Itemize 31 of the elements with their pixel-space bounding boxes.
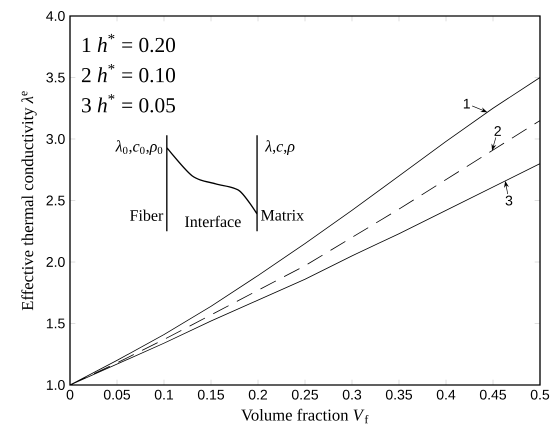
x-tick-label: 0.3 <box>342 390 362 400</box>
y-tick-label: 3.0 <box>46 134 65 144</box>
annotation: λ,c,ρ <box>264 140 294 155</box>
annotation: Interface <box>185 216 241 228</box>
x-tick-label: 0.1 <box>154 390 174 400</box>
annotation: λ$_{0}$,c$_{0}$,ρ$_{0}$ <box>115 140 162 155</box>
x-tick-label: 0.45 <box>480 390 506 400</box>
legend-label: 1 <box>464 98 470 108</box>
x-tick-label: 0.15 <box>198 390 224 400</box>
y-tick-label: 1.5 <box>46 318 65 328</box>
y-tick-label: 4.0 <box>46 11 65 21</box>
x-tick-label: 0.2 <box>248 390 268 400</box>
y-tick-label: 2.5 <box>46 196 65 206</box>
x-tick-label: 0.05 <box>104 390 130 400</box>
annotation: Matrix <box>261 210 304 221</box>
series-label: 3 <box>506 196 512 206</box>
y-tick-label: 3.5 <box>46 72 65 82</box>
x-axis-title: Volume fraction V$_{f}$ <box>241 408 368 424</box>
x-tick-label: 0.5 <box>530 390 550 400</box>
y-axis-title: Effective thermal conductivity λ$^{e}$ <box>21 91 37 310</box>
annotation: 2 h$^{*}$ = 0.10 <box>82 64 176 82</box>
series-label: 2 <box>494 126 501 136</box>
x-tick-label: 0.4 <box>436 390 456 400</box>
annotation: 1 h$^{*}$ = 0.20 <box>82 34 176 52</box>
x-tick-label: 0 <box>66 390 74 400</box>
x-tick-label: 0.25 <box>292 390 318 400</box>
y-tick-label: 1.0 <box>46 380 65 390</box>
annotation: Fiber <box>130 210 164 221</box>
y-tick-label: 2.0 <box>46 257 65 267</box>
x-tick-label: 0.35 <box>386 390 412 400</box>
annotation: 3 h$^{*}$ = 0.05 <box>82 94 175 113</box>
